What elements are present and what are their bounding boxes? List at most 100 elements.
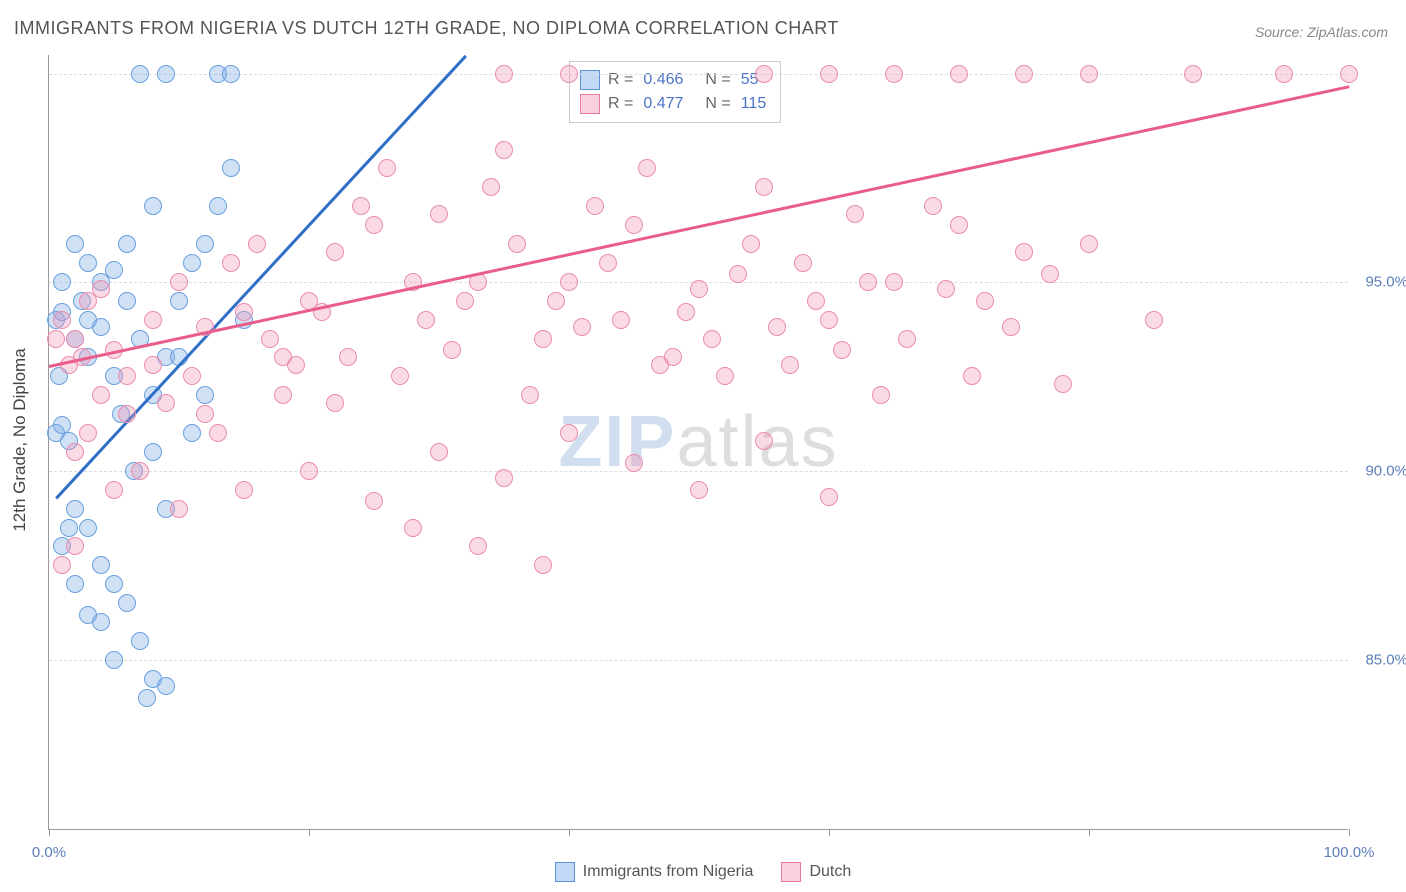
data-point	[1145, 311, 1163, 329]
data-point	[807, 292, 825, 310]
data-point	[66, 330, 84, 348]
data-point	[859, 273, 877, 291]
data-point	[209, 424, 227, 442]
y-tick-label: 95.0%	[1365, 273, 1406, 290]
data-point	[66, 575, 84, 593]
data-point	[92, 280, 110, 298]
data-point	[53, 311, 71, 329]
data-point	[66, 537, 84, 555]
data-point	[352, 197, 370, 215]
data-point	[469, 537, 487, 555]
x-tick	[829, 829, 830, 836]
data-point	[586, 197, 604, 215]
data-point	[170, 292, 188, 310]
data-point	[92, 556, 110, 574]
data-point	[53, 556, 71, 574]
x-tick-label: 0.0%	[32, 844, 66, 861]
data-point	[92, 318, 110, 336]
x-tick	[569, 829, 570, 836]
legend-label-dutch: Dutch	[809, 863, 851, 881]
data-point	[1002, 318, 1020, 336]
data-point	[963, 367, 981, 385]
data-point	[138, 689, 156, 707]
chart-title: IMMIGRANTS FROM NIGERIA VS DUTCH 12TH GR…	[14, 18, 839, 39]
data-point	[755, 178, 773, 196]
data-point	[417, 311, 435, 329]
data-point	[1054, 375, 1072, 393]
data-point	[456, 292, 474, 310]
x-tick	[49, 829, 50, 836]
data-point	[144, 443, 162, 461]
data-point	[209, 197, 227, 215]
data-point	[1184, 65, 1202, 83]
swatch-pink-icon	[580, 94, 600, 114]
data-point	[846, 205, 864, 223]
data-point	[482, 178, 500, 196]
x-tick	[309, 829, 310, 836]
data-point	[339, 348, 357, 366]
data-point	[755, 432, 773, 450]
data-point	[898, 330, 916, 348]
data-point	[92, 386, 110, 404]
data-point	[196, 235, 214, 253]
data-point	[820, 311, 838, 329]
data-point	[547, 292, 565, 310]
source-label: Source: ZipAtlas.com	[1255, 24, 1388, 40]
data-point	[391, 367, 409, 385]
gridline	[49, 660, 1348, 661]
data-point	[742, 235, 760, 253]
data-point	[235, 481, 253, 499]
data-point	[144, 197, 162, 215]
data-point	[560, 424, 578, 442]
data-point	[118, 292, 136, 310]
data-point	[79, 519, 97, 537]
data-point	[118, 367, 136, 385]
data-point	[950, 65, 968, 83]
data-point	[105, 481, 123, 499]
legend-label-nigeria: Immigrants from Nigeria	[583, 863, 754, 881]
stats-legend: R = 0.466 N = 55 R = 0.477 N = 115	[569, 61, 781, 123]
data-point	[729, 265, 747, 283]
swatch-pink-icon	[781, 862, 801, 882]
data-point	[443, 341, 461, 359]
y-tick-label: 90.0%	[1365, 462, 1406, 479]
data-point	[885, 273, 903, 291]
data-point	[625, 454, 643, 472]
data-point	[144, 311, 162, 329]
data-point	[534, 330, 552, 348]
data-point	[950, 216, 968, 234]
data-point	[53, 273, 71, 291]
data-point	[599, 254, 617, 272]
data-point	[1080, 65, 1098, 83]
data-point	[885, 65, 903, 83]
data-point	[79, 254, 97, 272]
data-point	[183, 254, 201, 272]
stats-row-nigeria: R = 0.466 N = 55	[580, 68, 766, 92]
data-point	[1275, 65, 1293, 83]
data-point	[560, 273, 578, 291]
data-point	[612, 311, 630, 329]
data-point	[47, 330, 65, 348]
r-label: R =	[608, 68, 633, 92]
data-point	[1340, 65, 1358, 83]
data-point	[170, 500, 188, 518]
data-point	[118, 235, 136, 253]
data-point	[508, 235, 526, 253]
gridline	[49, 471, 1348, 472]
scatter-chart: ZIPatlas R = 0.466 N = 55 R = 0.477 N = …	[48, 55, 1348, 830]
data-point	[157, 394, 175, 412]
data-point	[625, 216, 643, 234]
data-point	[690, 280, 708, 298]
y-tick-label: 85.0%	[1365, 651, 1406, 668]
data-point	[677, 303, 695, 321]
data-point	[768, 318, 786, 336]
data-point	[833, 341, 851, 359]
data-point	[248, 235, 266, 253]
n-value-dutch: 115	[741, 92, 767, 116]
data-point	[638, 159, 656, 177]
data-point	[105, 261, 123, 279]
data-point	[118, 594, 136, 612]
data-point	[60, 519, 78, 537]
data-point	[820, 488, 838, 506]
r-value-dutch: 0.477	[643, 92, 683, 116]
